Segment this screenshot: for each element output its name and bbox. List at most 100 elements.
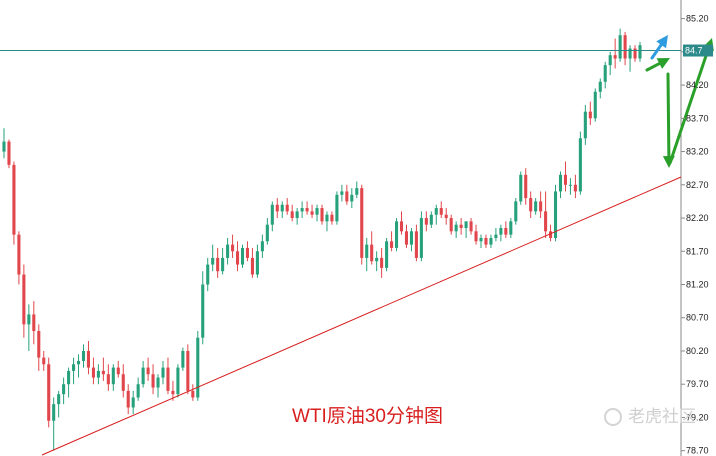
candle [245, 241, 250, 262]
candle-body [375, 257, 379, 262]
candle-body [340, 191, 344, 195]
candle [221, 247, 225, 275]
candle [370, 231, 374, 265]
y-tick-label: 82.70 [686, 180, 709, 190]
candle [365, 237, 369, 272]
candle [573, 174, 577, 199]
candle [57, 390, 61, 418]
candle-body [429, 214, 433, 225]
candle [568, 178, 572, 195]
candle-body [394, 221, 399, 248]
candle [86, 341, 91, 375]
candle [280, 201, 284, 219]
candle [459, 218, 463, 235]
candle-body [86, 350, 91, 368]
candle-body [315, 208, 319, 215]
candle [360, 184, 364, 265]
candle [22, 264, 26, 338]
candle-body [434, 208, 438, 215]
candle [106, 364, 110, 391]
y-axis-ticks: 85.2084.7084.2083.7083.2082.7082.2081.70… [681, 14, 713, 456]
candle [300, 201, 304, 219]
watermark-logo: 老虎社区 [604, 402, 696, 427]
candle [484, 234, 488, 248]
candle-body [275, 204, 279, 212]
candle-body [116, 367, 120, 375]
candle-body [206, 264, 210, 285]
candle-body [638, 45, 642, 59]
candle-body [464, 221, 468, 228]
candle-body [593, 91, 597, 119]
candle-body [76, 360, 81, 365]
watermark-icon [604, 408, 622, 426]
candle [27, 304, 31, 351]
candle [47, 357, 51, 428]
candle [434, 204, 438, 225]
candle-body [524, 174, 528, 199]
candle-body [181, 350, 185, 368]
candle [126, 384, 130, 415]
candle [72, 357, 76, 385]
candle-body [633, 48, 637, 59]
candle-body [67, 370, 71, 385]
candle-body [320, 208, 324, 222]
candle-body [509, 221, 513, 235]
candle-body [360, 188, 364, 258]
candle [161, 360, 165, 385]
candle-body [385, 241, 389, 268]
candle-body [330, 214, 334, 222]
candle-body [131, 397, 135, 408]
y-tick-label: 79.20 [686, 412, 709, 422]
arrow-shaft [645, 62, 661, 72]
candle-body [176, 367, 180, 395]
candle-body [598, 81, 602, 92]
candle [76, 354, 81, 378]
candle [489, 234, 493, 248]
candle [181, 347, 185, 371]
candle [409, 228, 413, 252]
candle-body [534, 201, 538, 212]
candle-body [300, 208, 304, 212]
last-price-box [683, 44, 713, 57]
candle [270, 201, 274, 232]
y-tick-label: 81.20 [686, 280, 709, 290]
candle-body [514, 201, 518, 222]
candle-body [350, 194, 354, 202]
candle-body [191, 390, 195, 398]
candle-body [549, 231, 553, 238]
candle-body [111, 367, 115, 385]
candle [390, 231, 394, 252]
candle [116, 360, 120, 378]
candle-body [479, 237, 483, 242]
candle-body [504, 228, 508, 235]
candle-body [558, 174, 563, 192]
candle-body [101, 370, 105, 375]
candle [196, 331, 200, 401]
candle-body [390, 241, 394, 248]
candle [52, 397, 56, 451]
candle [519, 171, 523, 205]
candle [290, 204, 294, 222]
candle [424, 211, 428, 232]
candle-body [285, 204, 289, 212]
candle-body [469, 221, 473, 232]
candle [315, 204, 319, 222]
candle [608, 51, 612, 76]
candle [67, 367, 71, 398]
candle [544, 191, 548, 238]
candle-body [151, 374, 155, 388]
candle-body [121, 374, 125, 391]
candle [131, 390, 135, 415]
candle-body [608, 55, 612, 66]
candle [419, 211, 423, 262]
candle [32, 301, 36, 345]
candle [509, 218, 513, 238]
candle-body [96, 370, 100, 378]
candle-body [290, 211, 294, 219]
candle-body [12, 164, 16, 235]
candle [623, 31, 627, 66]
chart-caption: WTI原油30分钟图 [292, 406, 443, 427]
candle [206, 257, 210, 292]
candle-body [439, 208, 443, 215]
